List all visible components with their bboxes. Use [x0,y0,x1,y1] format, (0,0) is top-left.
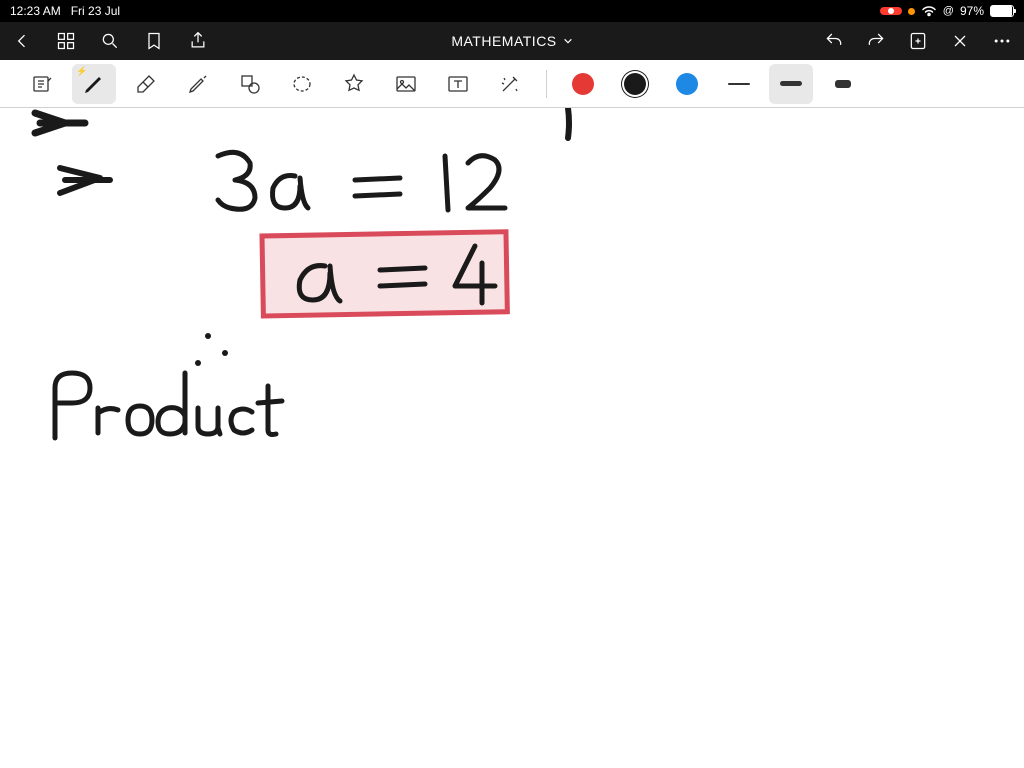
chevron-down-icon [563,36,573,46]
share-icon[interactable] [188,31,208,51]
readonly-tool[interactable] [20,64,64,104]
battery-icon [990,5,1014,17]
undo-icon[interactable] [824,31,844,51]
stroke-thin-icon [728,83,750,85]
stroke-thick[interactable] [821,64,865,104]
bluetooth-icon: ⚡ [76,66,87,77]
close-icon[interactable] [950,31,970,51]
more-icon[interactable] [992,31,1012,51]
battery-percent: 97% [960,4,984,18]
recording-indicator[interactable] [880,7,902,15]
stroke-thin[interactable] [717,64,761,104]
nav-bar: MATHEMATICS [0,22,1024,60]
status-right: @ 97% [880,4,1014,18]
color-blue[interactable] [665,64,709,104]
search-icon[interactable] [100,31,120,51]
status-date: Fri 23 Jul [71,4,120,18]
orientation-lock-icon: @ [943,5,954,17]
handwriting-layer [0,108,1024,768]
bookmark-icon[interactable] [144,31,164,51]
grid-icon[interactable] [56,31,76,51]
recording-dot-icon [888,8,894,14]
eraser-tool[interactable] [124,64,168,104]
stroke-thick-icon [835,80,851,88]
document-title-button[interactable]: MATHEMATICS [345,33,678,49]
redo-icon[interactable] [866,31,886,51]
color-dot-icon [624,73,646,95]
mic-active-dot-icon [908,8,915,15]
text-tool[interactable] [436,64,480,104]
drawing-canvas[interactable] [0,108,1024,768]
add-page-icon[interactable] [908,31,928,51]
stroke-medium-icon [780,81,802,86]
sticker-tool[interactable] [332,64,376,104]
wifi-icon [921,5,937,17]
shape-tool[interactable] [228,64,272,104]
highlighter-tool[interactable] [176,64,220,104]
answer-box [262,232,507,316]
color-red[interactable] [561,64,605,104]
document-title: MATHEMATICS [451,33,556,49]
toolbar-divider [546,70,547,98]
pen-tool[interactable]: ⚡ [72,64,116,104]
stroke-medium[interactable] [769,64,813,104]
color-dot-icon [572,73,594,95]
back-icon[interactable] [12,31,32,51]
status-bar: 12:23 AM Fri 23 Jul @ 97% [0,0,1024,22]
lasso-tool[interactable] [280,64,324,104]
status-left: 12:23 AM Fri 23 Jul [10,4,120,18]
color-dot-icon [676,73,698,95]
color-black[interactable] [613,64,657,104]
magic-tool[interactable] [488,64,532,104]
status-time: 12:23 AM [10,4,61,18]
drawing-toolbar: ⚡ [0,60,1024,108]
image-tool[interactable] [384,64,428,104]
